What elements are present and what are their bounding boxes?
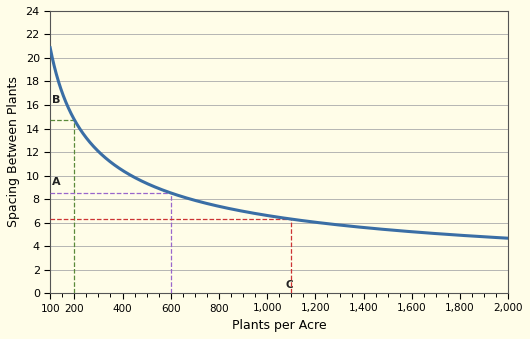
- Text: C: C: [285, 280, 293, 290]
- Y-axis label: Spacing Between Plants: Spacing Between Plants: [7, 77, 20, 227]
- X-axis label: Plants per Acre: Plants per Acre: [232, 319, 326, 332]
- Text: B: B: [52, 95, 60, 105]
- Text: A: A: [52, 177, 61, 187]
